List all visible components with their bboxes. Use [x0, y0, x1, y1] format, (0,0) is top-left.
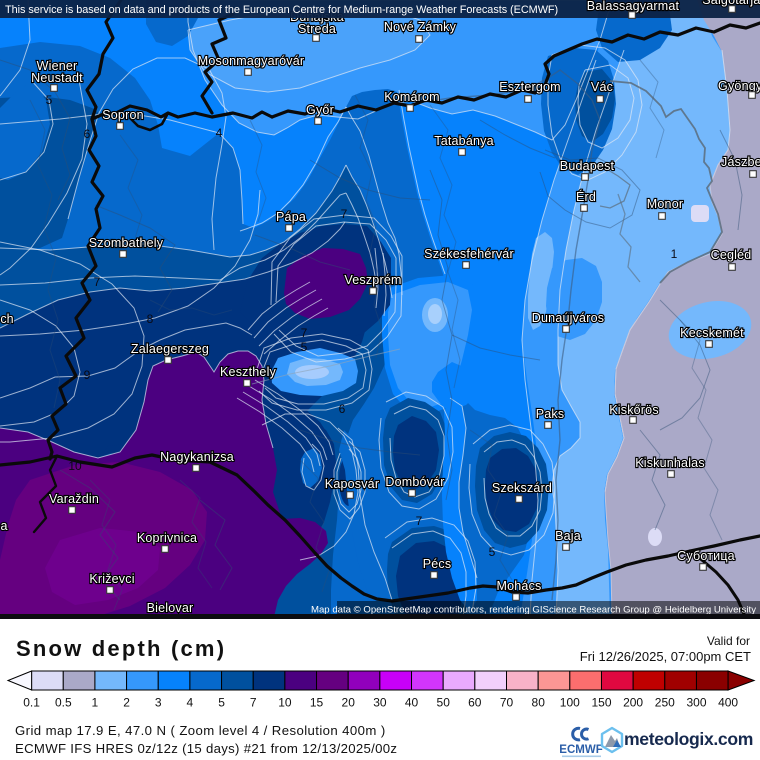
svg-text:Nové Zámky: Nové Zámky	[384, 20, 457, 34]
svg-text:200: 200	[623, 696, 643, 710]
svg-text:5: 5	[489, 545, 496, 559]
svg-text:Baja: Baja	[555, 529, 581, 543]
svg-text:60: 60	[468, 696, 482, 710]
svg-text:Budapest: Budapest	[560, 159, 615, 173]
svg-text:5: 5	[301, 340, 308, 354]
svg-text:Esztergom: Esztergom	[499, 80, 561, 94]
svg-text:Grid map 17.9 E, 47.0 N ( Zoom: Grid map 17.9 E, 47.0 N ( Zoom level 4 /…	[15, 723, 386, 738]
svg-text:ECMWF: ECMWF	[559, 744, 602, 756]
svg-text:Szombathely: Szombathely	[89, 236, 164, 250]
svg-text:1: 1	[92, 696, 99, 710]
svg-text:Mosonmagyaróvár: Mosonmagyaróvár	[198, 54, 305, 68]
svg-text:10: 10	[68, 459, 82, 473]
svg-text:7: 7	[341, 207, 348, 221]
svg-text:9: 9	[84, 368, 91, 382]
svg-text:5: 5	[218, 696, 225, 710]
svg-text:Dunaújváros: Dunaújváros	[532, 311, 604, 325]
svg-text:150: 150	[591, 696, 611, 710]
svg-text:Veszprém: Veszprém	[344, 273, 401, 287]
svg-text:300: 300	[686, 696, 706, 710]
svg-text:Koprivnica: Koprivnica	[137, 531, 197, 545]
svg-text:7: 7	[301, 326, 308, 340]
svg-text:Pápa: Pápa	[276, 210, 306, 224]
svg-text:This service is based on data: This service is based on data and produc…	[5, 4, 558, 16]
svg-text:15: 15	[310, 696, 324, 710]
svg-text:Суботица: Суботица	[677, 549, 735, 563]
svg-text:Balassagyarmat: Balassagyarmat	[587, 0, 680, 13]
svg-text:1: 1	[671, 247, 678, 261]
svg-text:Fri 12/26/2025, 07:00pm CET: Fri 12/26/2025, 07:00pm CET	[580, 649, 751, 664]
svg-text:Varaždin: Varaždin	[49, 492, 99, 506]
svg-text:a: a	[1, 519, 8, 533]
svg-text:400: 400	[718, 696, 738, 710]
svg-text:Kiskunhalas: Kiskunhalas	[635, 456, 705, 470]
svg-text:80: 80	[532, 696, 546, 710]
svg-text:Križevci: Križevci	[89, 572, 134, 586]
svg-text:Streda: Streda	[298, 22, 336, 36]
svg-text:Szekszárd: Szekszárd	[492, 481, 552, 495]
svg-text:Tatabánya: Tatabánya	[434, 134, 493, 148]
svg-text:Dombóvár: Dombóvár	[385, 475, 444, 489]
svg-text:Komárom: Komárom	[384, 90, 440, 104]
svg-text:Nagykanizsa: Nagykanizsa	[160, 450, 234, 464]
svg-text:ECMWF IFS HRES 0z/12z (15 days: ECMWF IFS HRES 0z/12z (15 days) #21 from…	[15, 741, 397, 756]
svg-text:Kaposvár: Kaposvár	[325, 477, 379, 491]
svg-text:6: 6	[84, 127, 91, 141]
svg-text:7: 7	[94, 275, 101, 289]
svg-text:250: 250	[655, 696, 675, 710]
svg-text:7: 7	[250, 696, 257, 710]
svg-text:50: 50	[437, 696, 451, 710]
svg-text:5: 5	[46, 93, 53, 107]
svg-text:Bielovar: Bielovar	[147, 601, 194, 615]
svg-text:ch: ch	[0, 312, 13, 326]
svg-text:Neustadt: Neustadt	[31, 71, 83, 85]
svg-text:Kiskőrös: Kiskőrös	[609, 403, 659, 417]
svg-text:Cegléd: Cegléd	[711, 248, 752, 262]
svg-text:Székesfehérvár: Székesfehérvár	[424, 247, 514, 261]
svg-text:Wiener: Wiener	[37, 59, 78, 73]
svg-text:Vác: Vác	[591, 80, 613, 94]
svg-text:70: 70	[500, 696, 514, 710]
svg-text:7: 7	[416, 514, 423, 528]
svg-text:Monor: Monor	[647, 197, 683, 211]
svg-text:Snow depth (cm): Snow depth (cm)	[16, 636, 226, 661]
svg-text:8: 8	[147, 312, 154, 326]
svg-text:Sopron: Sopron	[102, 108, 144, 122]
svg-text:Keszthely: Keszthely	[220, 365, 277, 379]
svg-text:Érd: Érd	[576, 189, 596, 204]
svg-text:40: 40	[405, 696, 419, 710]
svg-text:Map data © OpenStreetMap contr: Map data © OpenStreetMap contributors, r…	[311, 605, 756, 616]
svg-text:20: 20	[342, 696, 356, 710]
svg-text:meteologix.com: meteologix.com	[624, 729, 753, 749]
svg-text:Pécs: Pécs	[423, 557, 452, 571]
svg-text:Jászberény: Jászberény	[721, 155, 760, 169]
svg-text:Paks: Paks	[536, 407, 565, 421]
svg-text:Zalaegerszeg: Zalaegerszeg	[131, 342, 209, 356]
svg-text:30: 30	[373, 696, 387, 710]
svg-text:2: 2	[123, 696, 130, 710]
svg-text:0.1: 0.1	[23, 696, 40, 710]
svg-text:Győr: Győr	[306, 103, 334, 117]
svg-text:Gyöngyös: Gyöngyös	[718, 79, 760, 93]
svg-text:3: 3	[155, 696, 162, 710]
svg-text:6: 6	[339, 402, 346, 416]
svg-text:4: 4	[187, 696, 194, 710]
svg-text:Salgótarján: Salgótarján	[702, 0, 760, 7]
svg-text:Mohács: Mohács	[497, 579, 542, 593]
svg-text:100: 100	[560, 696, 580, 710]
svg-text:Kecskemét: Kecskemét	[680, 326, 744, 340]
svg-text:0.5: 0.5	[55, 696, 72, 710]
svg-text:4: 4	[216, 126, 223, 140]
svg-text:10: 10	[278, 696, 292, 710]
svg-text:Valid for: Valid for	[707, 634, 750, 648]
